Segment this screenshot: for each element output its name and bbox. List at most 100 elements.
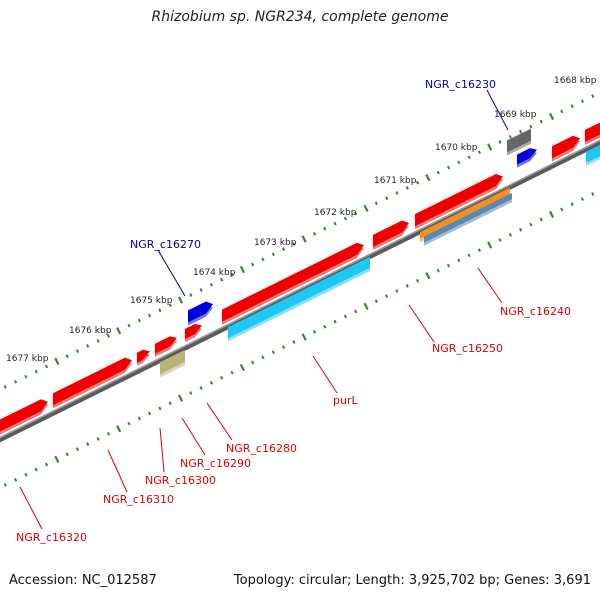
gene-arrow-reverse[interactable] [188,301,213,323]
inner-ruler-tick [116,425,122,433]
leader-line [19,486,43,530]
accession-text: Accession: NC_012587 [9,573,157,588]
gene-arrow[interactable] [585,120,600,142]
gene-label-ngr-c16270[interactable]: NGR_c16270 [130,238,201,251]
inner-ruler-tick [271,350,275,355]
inner-ruler [3,192,595,487]
map-title: Rhizobium sp. NGR234, complete genome [151,9,449,25]
outer-ruler-tick [261,257,265,262]
outer-ruler-tick [127,323,131,328]
tick-label: 1668 kbp [554,76,597,86]
outer-ruler-tick [591,94,595,98]
tick-label: 1675 kbp [130,296,173,306]
gene-arrow[interactable] [415,174,503,227]
gene-leader-lines [19,89,509,530]
outer-ruler-tick [323,226,327,231]
outer-ruler-tick [54,357,60,365]
gene-label-ngr-c16300[interactable]: NGR_c16300 [145,474,216,487]
inner-ruler-tick [199,386,203,390]
outer-ruler-tick [251,262,255,267]
outer-ruler-tick [425,174,431,182]
inner-ruler-tick [158,406,162,411]
inner-ruler-tick [323,324,327,329]
outer-ruler-tick [354,211,358,216]
tick-label: 1671 kbp [374,176,417,186]
leader-line [312,355,338,394]
outer-ruler-tick [147,313,152,318]
tick-label: 1672 kbp [314,208,357,218]
outer-ruler [3,94,595,389]
gene-label-ngr-c16230[interactable]: NGR_c16230 [425,78,496,91]
outer-ruler-tick [580,99,585,104]
gene-block-cyan[interactable] [586,143,600,163]
gene-arrow[interactable] [155,336,177,354]
genome-backbone [0,139,600,443]
leader-line [477,267,503,304]
leader-line [206,402,233,441]
gene-label-ngr-c16290[interactable]: NGR_c16290 [180,457,251,470]
outer-ruler-tick [477,150,481,155]
gene-label-ngr-c16280[interactable]: NGR_c16280 [226,442,297,455]
inner-ruler-tick [106,431,111,436]
gene-label-ngr-c16310[interactable]: NGR_c16310 [103,493,174,506]
gene-arrow[interactable] [552,135,580,159]
outer-ruler-tick [34,369,38,374]
inner-ruler-tick [477,248,481,253]
gene-arrow[interactable] [373,220,409,247]
leader-line [157,249,186,297]
gene-arrow[interactable] [0,399,48,434]
outer-ruler-tick [549,112,555,121]
gene-label-ngr-c16240[interactable]: NGR_c16240 [500,305,571,318]
tick-label: 1676 kbp [69,326,112,336]
gene-block-steel[interactable] [424,193,512,243]
outer-ruler-tick [281,247,286,252]
outer-ruler-tick [178,296,184,304]
inner-ruler-tick [498,238,502,242]
gene-arrow[interactable] [185,324,202,339]
inner-ruler-tick [363,302,369,310]
gene-block-cyan[interactable] [228,256,370,339]
gene-arrow[interactable] [53,357,132,406]
outer-ruler-tick [487,143,493,151]
outer-ruler-tick [498,140,502,144]
gene-arrow[interactable] [137,349,150,363]
inner-ruler-tick [487,241,493,249]
outer-ruler-tick [96,339,100,343]
tick-label: 1677 kbp [6,354,49,364]
inner-ruler-tick [436,268,440,273]
inner-ruler-tick [529,222,533,227]
outer-ruler-tick [209,282,214,287]
gene-arrow[interactable] [222,242,364,322]
inner-ruler-tick [96,437,100,441]
outer-ruler-tick [199,288,203,292]
outer-ruler-tick [374,201,378,206]
outer-ruler-tick [158,308,162,313]
inner-ruler-tick [425,272,431,280]
inner-ruler-tick [3,483,7,487]
inner-ruler-tick [580,197,585,202]
gene-label-purl[interactable]: purL [333,394,358,407]
outer-ruler-tick [292,242,296,246]
outer-ruler-tick [301,235,307,243]
gene-block-khaki[interactable] [160,349,185,375]
inner-ruler-tick [86,442,90,446]
inner-ruler-tick [44,462,49,467]
outer-ruler-tick [14,379,18,384]
ruler-tick-labels: 1668 kbp 1669 kbp 1670 kbp 1671 kbp 1672 kbp… [6,76,597,364]
inner-ruler-tick [570,202,574,207]
inner-ruler-tick [220,375,224,380]
gene-block-gray[interactable] [507,128,531,153]
inner-ruler-tick [14,477,18,482]
gene-block-orange[interactable] [420,187,510,240]
gene-label-ngr-c16250[interactable]: NGR_c16250 [432,342,503,355]
genome-backbone-highlight [0,139,600,439]
inner-ruler-tick [333,319,337,324]
inner-ruler-tick [549,210,555,219]
gene-arrow-reverse[interactable] [517,148,537,165]
outer-ruler-tick [457,160,461,165]
gene-label-ngr-c16320[interactable]: NGR_c16320 [16,531,87,544]
outer-ruler-tick [230,272,234,277]
inner-ruler-tick [354,309,358,314]
outer-ruler-tick [333,221,337,226]
